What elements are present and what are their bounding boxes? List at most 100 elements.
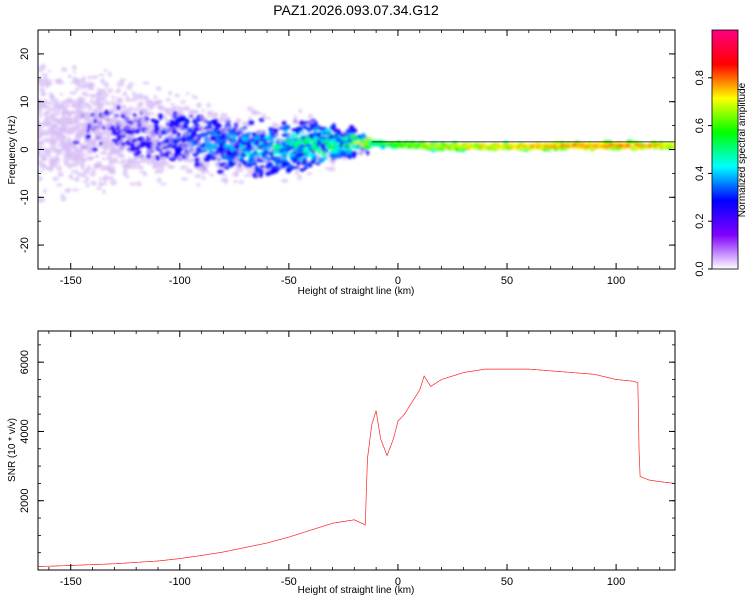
- spectrogram-cell: [234, 169, 239, 176]
- x-tick-label: -50: [281, 576, 297, 588]
- spectrogram-cell: [94, 154, 100, 159]
- spectrogram-cell: [47, 107, 53, 112]
- spectrogram-cell: [108, 176, 115, 181]
- spectrogram-cell: [125, 95, 130, 101]
- spectrogram-cell: [251, 146, 257, 151]
- spectrogram-cell: [220, 177, 229, 183]
- spectrogram-plot-area: [38, 30, 675, 269]
- spectrogram-cell: [38, 197, 43, 204]
- spectrogram-cell: [611, 146, 617, 150]
- spectrogram-cell: [107, 71, 112, 78]
- spectrogram-cell: [76, 133, 84, 138]
- spectrogram-cell: [67, 74, 72, 78]
- y-tick-label: 6000: [19, 350, 31, 374]
- y-tick-label: -20: [19, 237, 31, 253]
- spectrogram-cell: [101, 157, 106, 161]
- spectrogram-cell: [217, 147, 225, 153]
- spectrogram-cell: [177, 105, 182, 111]
- spectrogram-cell: [611, 143, 617, 147]
- colorbar-label: Normalized spectral amplitude: [737, 82, 748, 217]
- spectrogram-cell: [104, 165, 110, 170]
- spectrogram-cell: [282, 158, 288, 162]
- spectrogram-cell: [84, 115, 92, 119]
- spectrogram-cell: [186, 106, 191, 111]
- spectrogram-cell: [118, 97, 124, 104]
- spectrogram-cell: [148, 112, 155, 116]
- spectrogram-cell: [48, 101, 53, 106]
- spectrogram-cell: [246, 148, 252, 153]
- spectrogram-cell: [266, 158, 270, 161]
- spectrogram-cell: [122, 105, 127, 109]
- spectrogram-cell: [220, 140, 227, 144]
- spectrogram-cell: [136, 96, 143, 100]
- spectrogram-cell: [299, 168, 306, 172]
- spectrogram-cell: [175, 148, 180, 153]
- spectrogram-cell: [238, 180, 245, 185]
- y-tick-label: 2000: [19, 488, 31, 512]
- spectrogram-cell: [48, 92, 53, 95]
- spectrogram-cell: [233, 180, 238, 183]
- spectrogram-cell: [71, 103, 77, 108]
- spectrogram-cell: [88, 82, 96, 87]
- spectrogram-cell: [297, 174, 303, 181]
- spectrogram-cell: [139, 170, 147, 174]
- spectrogram-cell: [154, 99, 163, 105]
- x-tick-label: -150: [60, 275, 82, 287]
- spectrogram-cell: [206, 102, 211, 108]
- spectrogram-cell: [100, 78, 106, 85]
- spectrogram-cell: [107, 167, 116, 174]
- spectrogram-cell: [165, 119, 171, 123]
- spectrogram-cell: [319, 144, 326, 149]
- spectrogram-cell: [129, 182, 137, 186]
- spectrogram-cell: [128, 105, 133, 111]
- spectrogram-cell: [272, 127, 279, 133]
- spectrogram-cell: [40, 88, 45, 92]
- spectrogram-cell: [113, 157, 118, 161]
- spectrogram-cell: [242, 126, 248, 130]
- spectrogram-cell: [296, 147, 304, 153]
- spectrogram-cell: [103, 82, 110, 88]
- spectrogram-cell: [87, 123, 92, 129]
- spectrogram-cell: [191, 157, 195, 163]
- spectrogram-cell: [208, 149, 214, 153]
- spectrogram-cell: [66, 149, 70, 154]
- spectrogram-cell: [87, 105, 93, 112]
- spectrogram-cell: [156, 142, 162, 146]
- spectrogram-cell: [70, 81, 74, 85]
- spectrogram-cell: [205, 141, 213, 147]
- spectrogram-cell: [47, 69, 52, 73]
- snr-x-label: Height of straight line (km): [298, 585, 415, 596]
- spectrogram-cell: [221, 173, 227, 176]
- spectrogram-cell: [234, 156, 241, 161]
- colorbar-bar: [711, 29, 739, 270]
- spectrogram-cell: [352, 144, 357, 149]
- spectrogram-cell: [145, 100, 149, 105]
- spectrogram-cell: [299, 126, 303, 132]
- snr-plot-area: [38, 331, 675, 570]
- spectrogram-cell: [198, 156, 202, 159]
- spectrogram-cell: [157, 168, 161, 172]
- spectrogram-cell: [208, 173, 215, 177]
- spectrogram-cell: [181, 177, 188, 181]
- colorbar-tick-label: 0.0: [694, 261, 706, 276]
- spectrogram-cell: [210, 136, 217, 142]
- spectrogram-cell: [51, 98, 60, 104]
- snr-y-axis: 2000 4000 6000: [19, 344, 675, 571]
- spectrogram-cell: [82, 81, 89, 88]
- spectrogram-cell: [116, 87, 121, 92]
- spectrogram-cell: [298, 108, 303, 114]
- spectrogram-cell: [93, 138, 97, 142]
- spectrogram-cell: [262, 145, 268, 150]
- spectrogram-cell: [671, 142, 675, 147]
- spectrogram-cell: [346, 146, 353, 150]
- spectrogram-cell: [85, 176, 90, 181]
- colorbar-tick-label: 0.6: [694, 118, 706, 133]
- spectrogram-cell: [96, 116, 104, 123]
- spectrogram-cell: [351, 151, 358, 156]
- spectrogram-y-label: Frequency (Hz): [7, 116, 18, 185]
- spectrogram-cell: [248, 119, 255, 126]
- spectrogram-cell: [275, 161, 280, 168]
- spectrogram-cell: [259, 165, 266, 169]
- spectrogram-cell: [44, 100, 49, 104]
- spectrogram-cell: [567, 141, 573, 146]
